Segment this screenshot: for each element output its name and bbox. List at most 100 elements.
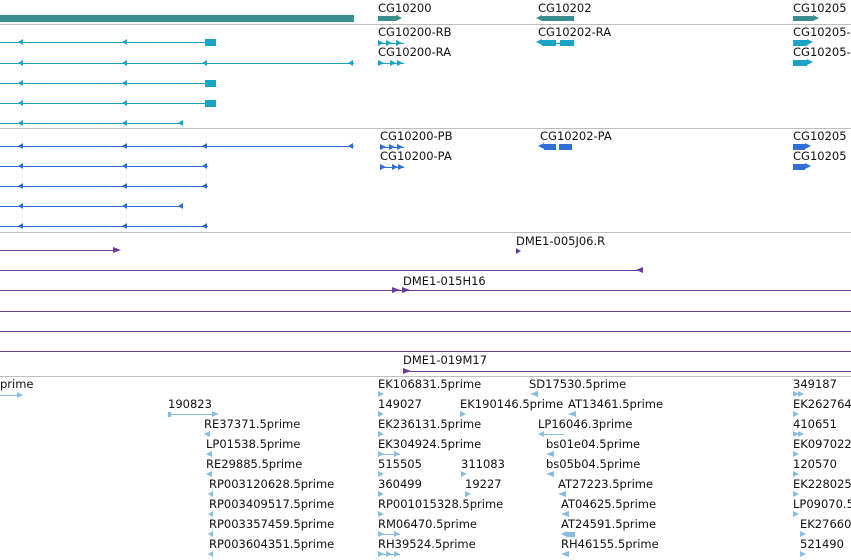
cds-label[interactable]: CG10205	[793, 129, 847, 143]
est-feature[interactable]	[793, 391, 799, 397]
mrna-exon[interactable]	[178, 120, 183, 126]
est-feature[interactable]	[538, 431, 544, 437]
mrna-exon[interactable]	[205, 39, 216, 46]
mrna-exon[interactable]	[122, 39, 127, 45]
est-label[interactable]: RP001015328.5prime	[378, 497, 504, 511]
mrna-exon[interactable]	[807, 39, 813, 45]
est-feature[interactable]	[378, 471, 384, 477]
est-label[interactable]: 19227	[465, 477, 502, 491]
mrna-exon[interactable]	[396, 40, 402, 46]
mrna-label[interactable]: CG10205-	[793, 45, 851, 59]
est-label[interactable]: 349187	[793, 377, 837, 391]
mrna-exon[interactable]	[122, 60, 127, 66]
est-label[interactable]: EK27660	[800, 517, 851, 531]
est-label[interactable]: EK304924.5prime	[378, 437, 482, 451]
est-feature[interactable]	[378, 391, 384, 397]
est-feature[interactable]	[793, 431, 799, 437]
mrna-exon[interactable]	[397, 60, 403, 66]
cds-segment[interactable]	[122, 163, 127, 169]
est-label[interactable]: SD17530.5prime	[529, 377, 627, 391]
est-label[interactable]: LP01538.5prime	[206, 437, 301, 451]
mrna-exon[interactable]	[807, 59, 813, 65]
mrna-exon[interactable]	[378, 60, 384, 66]
est-feature[interactable]	[212, 411, 218, 417]
est-feature[interactable]	[378, 451, 384, 457]
mrna-label[interactable]: CG10200-RB	[378, 25, 452, 39]
est-label[interactable]: AT24591.5prime	[561, 517, 657, 531]
est-label[interactable]: EK190146.5prime	[460, 397, 564, 411]
mrna-exon[interactable]	[18, 100, 23, 106]
cds-segment[interactable]	[178, 203, 183, 209]
est-feature[interactable]	[460, 411, 466, 417]
cds-segment[interactable]	[397, 144, 403, 150]
est-feature[interactable]	[567, 532, 575, 537]
mrna-exon[interactable]	[18, 39, 23, 45]
est-feature[interactable]	[546, 471, 554, 477]
mrna-exon[interactable]	[18, 120, 23, 126]
cds-segment[interactable]	[805, 143, 811, 149]
cds-segment[interactable]	[380, 164, 386, 170]
est-feature[interactable]	[394, 551, 400, 557]
est-label[interactable]: prime	[0, 377, 34, 391]
est-feature[interactable]	[378, 551, 384, 557]
est-feature[interactable]	[378, 411, 384, 417]
cds-segment[interactable]	[202, 183, 207, 189]
cds-segment[interactable]	[380, 144, 386, 150]
cds-segment[interactable]	[122, 223, 127, 229]
est-label[interactable]: EK236131.5prime	[378, 417, 482, 431]
mrna-exon[interactable]	[542, 40, 556, 46]
est-feature[interactable]	[208, 551, 213, 557]
est-feature[interactable]	[561, 511, 569, 517]
gene-feature[interactable]	[542, 16, 574, 21]
gene-label[interactable]: CG10205	[793, 1, 847, 15]
est-label[interactable]: RE29885.5prime	[206, 457, 303, 471]
est-feature[interactable]	[800, 551, 806, 557]
mrna-exon[interactable]	[122, 80, 127, 86]
est-feature[interactable]	[378, 491, 384, 497]
est-feature[interactable]	[378, 531, 384, 537]
est-feature[interactable]	[204, 431, 210, 437]
est-feature[interactable]	[558, 491, 566, 497]
mrna-exon[interactable]	[378, 40, 384, 46]
mrna-exon[interactable]	[536, 39, 542, 45]
cds-segment[interactable]	[398, 164, 404, 170]
mrna-exon[interactable]	[793, 40, 807, 46]
cds-segment[interactable]	[122, 183, 127, 189]
est-feature[interactable]	[17, 392, 23, 398]
est-feature[interactable]	[206, 471, 212, 477]
est-feature[interactable]	[461, 471, 467, 477]
est-label[interactable]: RP003604351.5prime	[209, 537, 335, 551]
est-feature[interactable]	[208, 511, 213, 517]
cds-segment[interactable]	[392, 164, 398, 170]
est-feature[interactable]	[394, 451, 400, 457]
cds-segment[interactable]	[202, 223, 207, 229]
est-label[interactable]: EK106831.5prime	[378, 377, 482, 391]
cds-label[interactable]: CG10202-PA	[540, 129, 612, 143]
est-label[interactable]: 515505	[378, 457, 422, 471]
mrna-exon[interactable]	[560, 40, 574, 46]
mrna-exon[interactable]	[348, 60, 353, 66]
cds-segment[interactable]	[18, 223, 23, 229]
cds-segment[interactable]	[18, 163, 23, 169]
est-feature[interactable]	[386, 551, 392, 557]
cds-segment[interactable]	[202, 143, 207, 149]
cds-label[interactable]: CG10200-PA	[380, 149, 452, 163]
est-feature[interactable]	[800, 531, 806, 537]
est-label[interactable]: 360499	[378, 477, 422, 491]
cds-segment[interactable]	[389, 144, 395, 150]
est-label[interactable]: 149027	[378, 397, 422, 411]
est-label[interactable]: AT27223.5prime	[558, 477, 654, 491]
mrna-exon[interactable]	[793, 60, 807, 66]
est-label[interactable]: 311083	[461, 457, 505, 471]
mrna-exon[interactable]	[18, 60, 23, 66]
cds-segment[interactable]	[793, 164, 805, 170]
cds-segment[interactable]	[544, 144, 556, 150]
gene-feature[interactable]	[0, 15, 354, 22]
cds-segment[interactable]	[122, 143, 127, 149]
est-label[interactable]: EK262764	[793, 397, 851, 411]
clone-end-marker[interactable]	[113, 247, 121, 253]
est-feature[interactable]	[793, 471, 799, 477]
est-feature[interactable]	[465, 491, 471, 497]
est-label[interactable]: RP003409517.5prime	[209, 497, 335, 511]
cds-label[interactable]: CG10205	[793, 149, 847, 163]
